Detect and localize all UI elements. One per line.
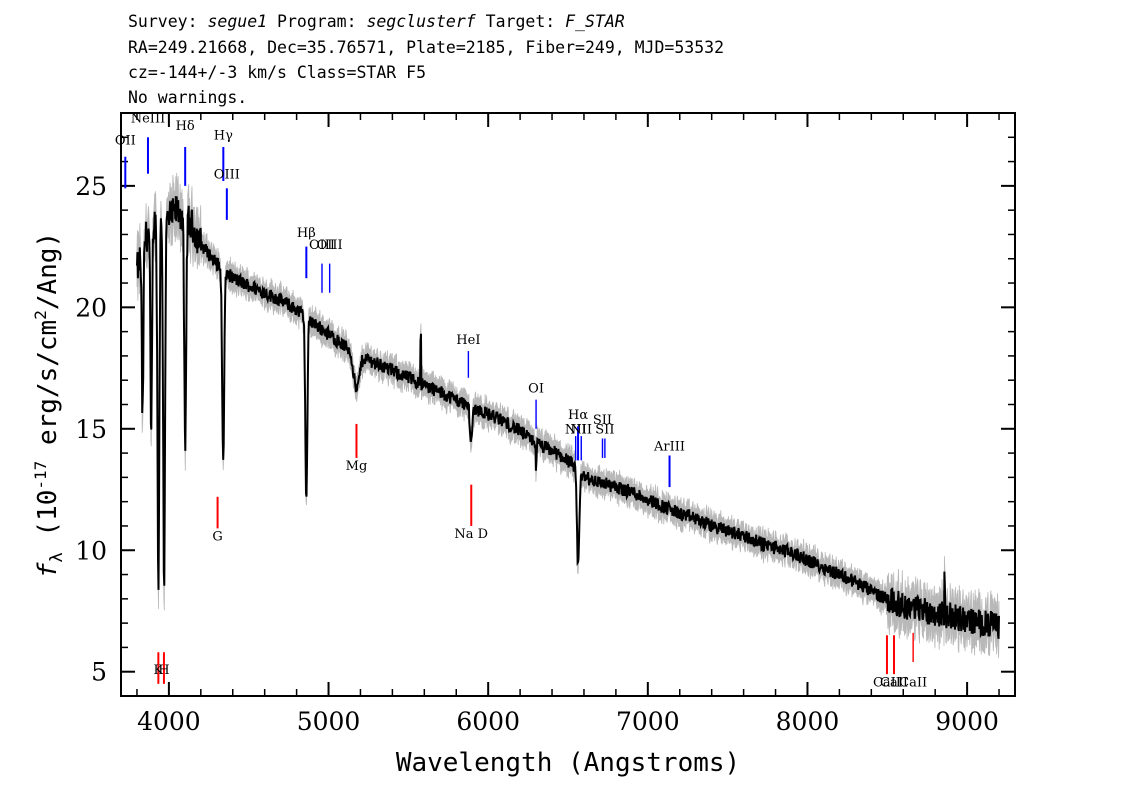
x-tick-label: 7000 [616,707,680,736]
header-line-3: cz=-144+/-3 km/s Class=STAR F5 [128,63,427,82]
emission-line-label: SII [593,413,612,428]
axis-ticks: 4000 5000 6000 7000 8000 9000 5 10 15 20 25 [75,112,1015,736]
x-tick-label: 6000 [456,707,520,736]
y-axis-label: fλ (10-17 erg/s/cm2/Ang) [31,232,67,578]
emission-line-label: NeIII [131,112,165,127]
y-tick-label: 10 [75,536,107,565]
survey-prefix: Survey: segue1 Program: segclusterf Targ… [128,12,625,31]
y-tick-label: 25 [75,172,107,201]
header-line-4: No warnings. [128,88,248,107]
y-tick-label: 15 [75,415,107,444]
emission-line-label: Hγ [214,129,233,144]
emission-line-label: OIII [317,238,343,253]
emission-line-label: NII [570,423,592,438]
absorption-line-label: Na D [454,527,488,542]
x-axis-label: Wavelength (Angstroms) [396,748,740,778]
absorption-line-label: K [153,663,163,678]
emission-line-label: OIII [309,238,335,253]
emission-line-label: NII [565,423,587,438]
emission-line-label: OIII [214,168,240,183]
emission-line-label: OII [115,134,136,149]
emission-line-label: OI [528,381,544,396]
absorption-line-label: Mg [346,459,368,474]
x-tick-label: 5000 [297,707,361,736]
header-line-1: Survey: segue1 Program: segclusterf Targ… [128,12,625,32]
x-tick-label: 4000 [137,707,201,736]
absorption-line-label: H [158,663,169,678]
absorption-line-label: CaII [873,675,901,690]
flux-line [136,196,1000,639]
emission-line-label: SII [595,423,614,438]
emission-line-label: HeI [456,333,480,348]
emission-line-label: Hα [568,408,588,423]
flux-series [136,196,1000,639]
absorption-line-label: CaII [899,675,927,690]
x-tick-label: 9000 [935,707,999,736]
emission-line-label: Hβ [297,226,316,241]
absorption-line-label: CaII [880,675,908,690]
y-tick-label: 5 [91,658,107,687]
y-tick-label: 20 [75,293,107,322]
emission-line-label: ArIII [653,440,685,455]
x-tick-label: 8000 [776,707,840,736]
header-line-2: RA=249.21668, Dec=35.76571, Plate=2185, … [128,38,725,57]
absorption-line-label: G [212,530,222,545]
emission-line-label: Hδ [176,119,195,134]
